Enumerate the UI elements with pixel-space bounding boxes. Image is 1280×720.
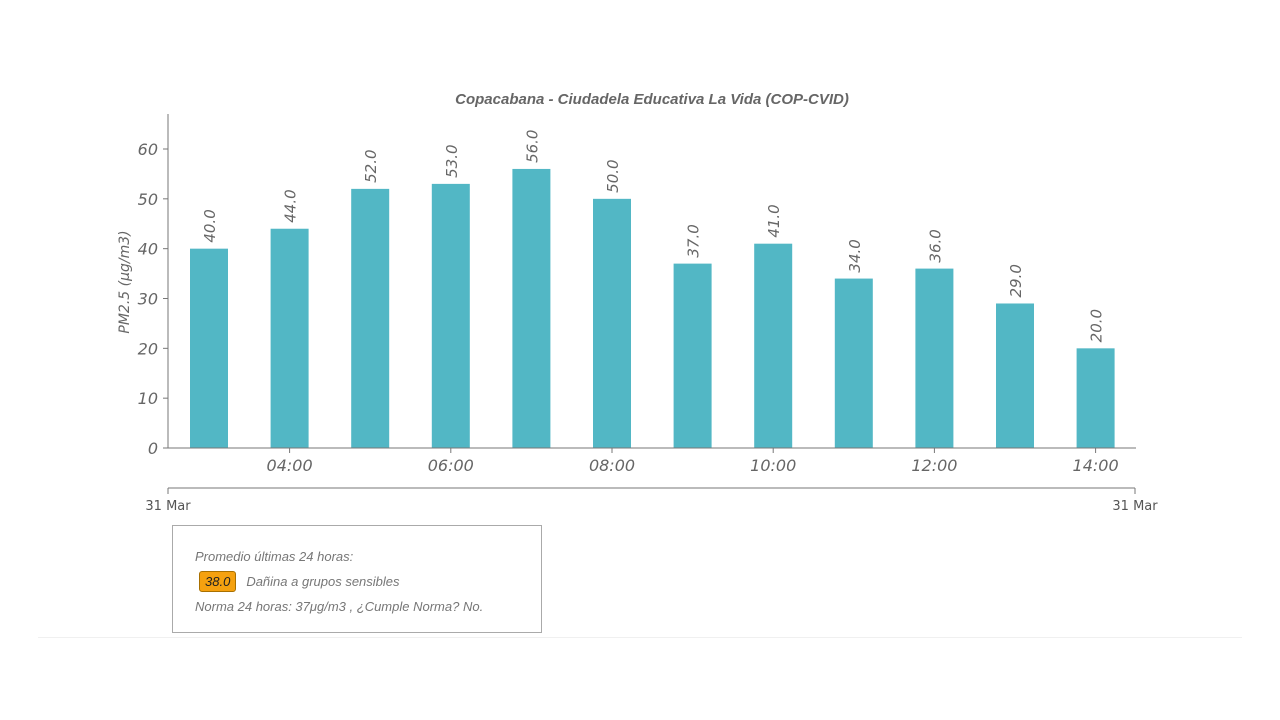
bar — [754, 243, 793, 448]
chart-title: Copacabana - Ciudadela Educativa La Vida… — [455, 91, 849, 108]
y-tick-label: 0 — [148, 439, 158, 458]
x-tick-label: 10:00 — [750, 456, 796, 475]
data-label: 56.0 — [523, 130, 541, 163]
x-tick-label: 08:00 — [589, 456, 635, 475]
data-label: 50.0 — [604, 159, 622, 192]
bar — [593, 198, 631, 448]
bar — [1076, 348, 1115, 448]
data-label: 52.0 — [362, 149, 380, 182]
y-tick-label: 40 — [138, 240, 158, 259]
y-tick-label: 50 — [138, 190, 158, 209]
bar — [915, 268, 954, 448]
summary-value-badge: 38.0 — [199, 571, 237, 592]
bar — [351, 188, 390, 448]
summary-box: Promedio últimas 24 horas: 38.0 Dañina a … — [172, 525, 542, 633]
y-tick-label: 20 — [138, 339, 158, 358]
summary-norm: Norma 24 horas: 37μg/m3 , ¿Cumple Norma?… — [195, 599, 484, 614]
y-tick-label: 60 — [138, 140, 158, 159]
summary-category: Dañina a grupos sensibles — [246, 574, 400, 589]
data-label: 34.0 — [846, 239, 864, 272]
data-label: 40.0 — [201, 209, 219, 242]
data-label: 53.0 — [443, 144, 461, 177]
summary-category-row: 38.0 Dañina a grupos sensibles — [195, 569, 541, 594]
x-tick-label: 14:00 — [1073, 456, 1119, 475]
bar — [673, 263, 712, 448]
data-label: 20.0 — [1088, 309, 1106, 342]
x-tick-label: 12:00 — [911, 456, 957, 475]
summary-heading: Promedio últimas 24 horas: — [195, 549, 354, 564]
data-label: 44.0 — [282, 189, 300, 222]
data-label: 36.0 — [926, 229, 944, 262]
range-start-label: 31 Mar — [145, 499, 191, 514]
range-end-label: 31 Mar — [1112, 499, 1158, 514]
data-label: 41.0 — [765, 204, 783, 237]
y-axis-label: PM2.5 (μg/m3) — [117, 230, 133, 333]
bar — [431, 183, 470, 448]
bar — [996, 303, 1034, 448]
bar — [190, 248, 228, 448]
bar — [512, 168, 551, 448]
bar — [834, 278, 873, 448]
data-label: 37.0 — [685, 224, 703, 257]
data-label: 29.0 — [1007, 264, 1025, 297]
y-tick-label: 10 — [138, 389, 158, 408]
y-tick-label: 30 — [138, 290, 158, 309]
divider — [38, 637, 1242, 638]
bar — [270, 228, 309, 448]
x-tick-label: 06:00 — [428, 456, 474, 475]
x-tick-label: 04:00 — [267, 456, 313, 475]
